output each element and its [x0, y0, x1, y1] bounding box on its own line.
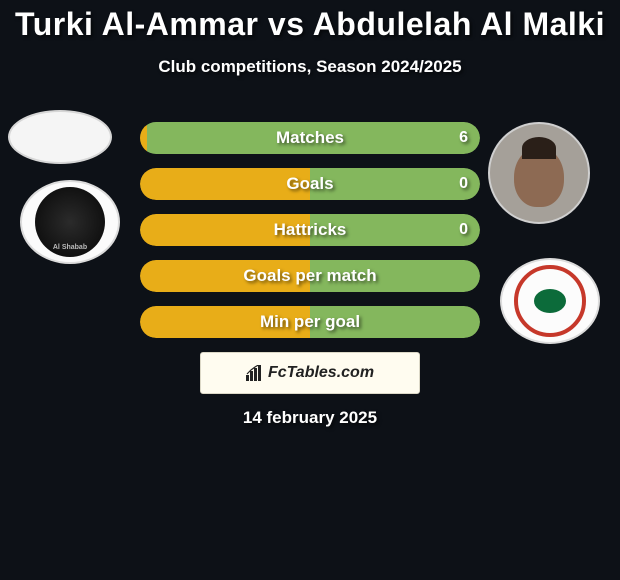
stat-label: Matches: [140, 122, 480, 154]
player-right-avatar: [488, 122, 590, 224]
stat-row: Goals per match: [140, 260, 480, 292]
player-left-avatar: [8, 110, 112, 164]
stat-label: Goals per match: [140, 260, 480, 292]
club-left-label: Al Shabab: [35, 187, 105, 257]
branding-text: FcTables.com: [268, 364, 374, 382]
stats-panel: Matches6Goals0Hattricks0Goals per matchM…: [140, 122, 480, 352]
stat-row: Hattricks0: [140, 214, 480, 246]
branding-badge: FcTables.com: [200, 352, 420, 394]
stat-value-right: 0: [459, 168, 468, 200]
club-left-logo: Al Shabab: [20, 180, 120, 264]
stat-row: Matches6: [140, 122, 480, 154]
chart-icon: [246, 365, 264, 381]
stat-label: Goals: [140, 168, 480, 200]
stat-row: Min per goal: [140, 306, 480, 338]
stat-label: Min per goal: [140, 306, 480, 338]
stat-row: Goals0: [140, 168, 480, 200]
page-title: Turki Al-Ammar vs Abdulelah Al Malki: [0, 0, 620, 43]
stat-value-right: 0: [459, 214, 468, 246]
subtitle: Club competitions, Season 2024/2025: [0, 57, 620, 77]
stat-label: Hattricks: [140, 214, 480, 246]
date-text: 14 february 2025: [0, 408, 620, 428]
stat-value-right: 6: [459, 122, 468, 154]
club-right-logo: [500, 258, 600, 344]
